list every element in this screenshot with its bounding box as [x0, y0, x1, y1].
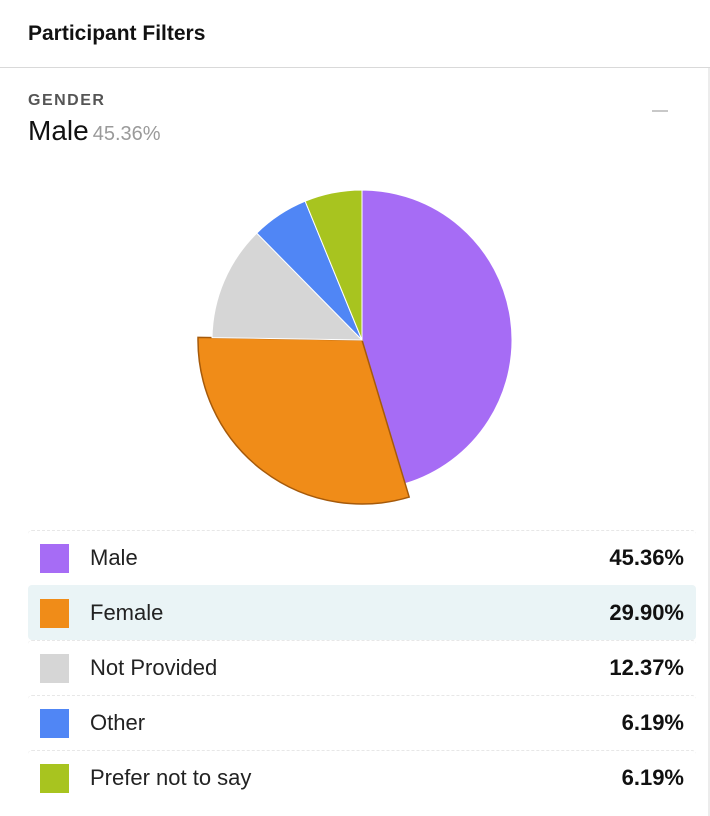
pie-slice-male[interactable]	[361, 189, 513, 485]
panel-header: Participant Filters	[0, 0, 710, 68]
legend-label: Not Provided	[90, 655, 218, 680]
legend-swatch	[40, 598, 69, 628]
selected-summary: Male 45.36%	[28, 115, 161, 147]
legend-row[interactable]: Other 6.19%	[28, 695, 696, 750]
gender-filter-card: GENDER Male 45.36% Male 45.36% Female 29.…	[0, 68, 710, 816]
legend-row[interactable]: Male 45.36%	[28, 530, 696, 585]
scrollbar-track[interactable]	[708, 68, 710, 816]
legend-value: 12.37%	[609, 655, 684, 680]
legend-value: 6.19%	[621, 765, 684, 790]
legend-swatch	[40, 763, 69, 793]
legend-label: Prefer not to say	[90, 765, 252, 790]
legend-row[interactable]: Female 29.90%	[28, 585, 696, 640]
collapse-icon[interactable]	[650, 104, 670, 118]
section-label: GENDER	[28, 92, 106, 109]
panel-title: Participant Filters	[28, 21, 206, 45]
legend-label: Male	[90, 545, 138, 570]
legend-row[interactable]: Not Provided 12.37%	[28, 640, 696, 695]
legend-list: Male 45.36% Female 29.90% Not Provided 1…	[28, 530, 696, 805]
legend-swatch	[40, 653, 69, 683]
selected-percentage: 45.36%	[92, 123, 161, 145]
legend-value: 45.36%	[609, 545, 684, 570]
legend-value: 29.90%	[609, 600, 684, 625]
legend-value: 6.19%	[621, 710, 684, 735]
pie-slice-female[interactable]	[197, 336, 411, 505]
legend-swatch	[40, 543, 69, 573]
pie-slice-prefer-not-to-say[interactable]	[304, 189, 363, 341]
gender-pie-chart[interactable]	[180, 172, 530, 522]
legend-label: Female	[90, 600, 164, 625]
pie-slice-not-provided[interactable]	[211, 232, 364, 341]
selected-name: Male	[28, 115, 89, 146]
legend-swatch	[40, 708, 69, 738]
legend-row[interactable]: Prefer not to say 6.19%	[28, 750, 696, 805]
legend-label: Other	[90, 710, 146, 735]
